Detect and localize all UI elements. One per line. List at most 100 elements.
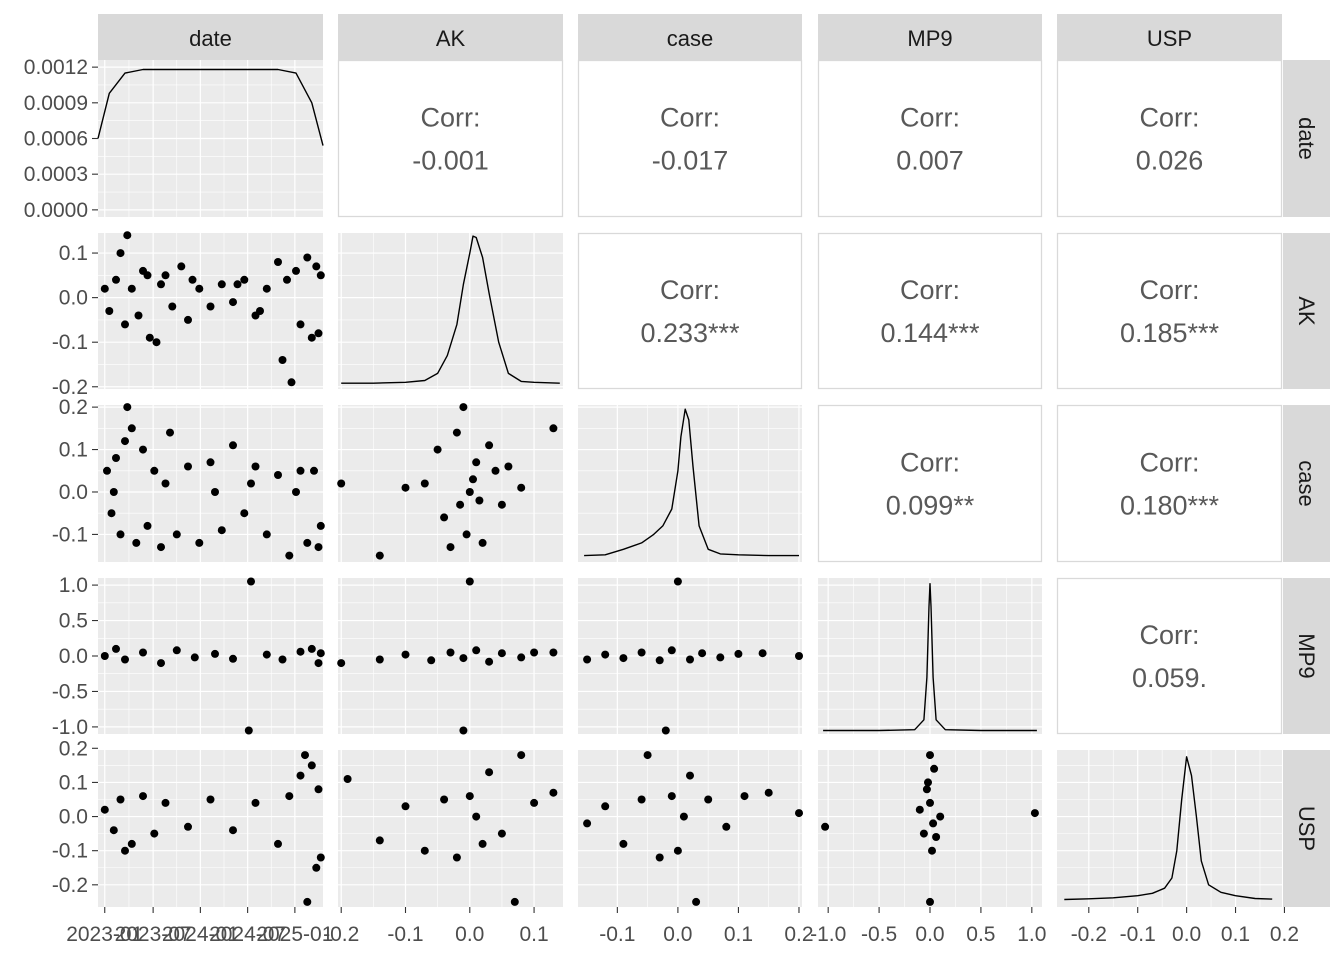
corr-panel [1056, 232, 1283, 390]
strip-top-label: AK [436, 26, 466, 51]
x-tick-label: 0.2 [784, 923, 813, 946]
scatter-point [497, 649, 506, 658]
scatter-point [440, 513, 449, 522]
scatter-point [795, 809, 803, 818]
scatter-point [150, 466, 159, 475]
scatter-point [229, 441, 237, 450]
scatter-point [619, 839, 628, 848]
x-tick-label: 2023-07 [115, 923, 192, 946]
y-tick-label: 0.0 [59, 645, 88, 668]
scatter-point [1030, 809, 1039, 818]
scatter-point [132, 538, 141, 547]
scatter-point [229, 298, 237, 307]
corr-label: Corr: [900, 275, 960, 305]
scatter-point [583, 655, 592, 664]
corr-panel [1056, 404, 1283, 563]
scatter-point [583, 819, 592, 828]
scatter-point [172, 530, 181, 539]
y-tick-label: -0.1 [52, 840, 88, 863]
scatter-point [150, 829, 159, 838]
corr-panel [577, 59, 803, 218]
x-tick-label: -0.1 [387, 923, 423, 946]
scatter-point [679, 812, 688, 821]
scatter-point [722, 822, 731, 831]
scatter-point [278, 356, 287, 364]
scatter-point [262, 284, 271, 293]
scatter-point [314, 659, 323, 668]
x-tick-label: 0.0 [455, 923, 484, 946]
scatter-point [485, 657, 494, 666]
x-tick-label: 0.1 [1221, 923, 1250, 946]
x-tick-label: 0.0 [915, 923, 944, 946]
panel-background [1057, 750, 1282, 907]
scatter-point [139, 792, 147, 801]
x-tick-label: 2025-01 [256, 923, 333, 946]
scatter-point [139, 445, 147, 454]
scatter-point [497, 500, 506, 509]
scatter-point [206, 795, 215, 804]
strip-right-bg [1283, 578, 1330, 734]
scatter-point [314, 543, 323, 552]
scatter-point [549, 788, 558, 797]
scatter-point [285, 792, 294, 801]
scatter-point [121, 437, 129, 446]
y-tick-label: 0.0009 [24, 92, 88, 115]
scatter-point [375, 551, 384, 560]
scatter-point [926, 751, 934, 760]
scatter-point [287, 378, 296, 387]
scatter-point [240, 275, 249, 284]
scatter-point [821, 822, 830, 831]
scatter-point [472, 812, 481, 821]
scatter-point [292, 488, 300, 496]
y-tick-label: 0.0 [59, 287, 88, 310]
density-curve-case [584, 408, 799, 557]
x-tick-label: 0.1 [724, 923, 753, 946]
corr-panel [1056, 577, 1283, 735]
y-tick-label: 0.0 [59, 806, 88, 829]
scatter-point [734, 649, 743, 658]
panel-background [338, 405, 563, 562]
scatter-point [161, 479, 170, 488]
scatter-point [116, 795, 125, 804]
x-tick-label: -0.1 [1120, 923, 1156, 946]
scatter-point [134, 311, 143, 320]
scatter-point [206, 302, 215, 311]
scatter-point [303, 538, 312, 547]
scatter-point [145, 333, 154, 342]
scatter-point [188, 275, 197, 284]
scatter-point [375, 836, 384, 845]
corr-label: Corr: [660, 103, 720, 133]
corr-label: Corr: [1140, 103, 1200, 133]
scatter-point [314, 329, 323, 338]
scatter-point [637, 795, 646, 804]
scatter-point [337, 479, 346, 488]
scatter-point [698, 649, 707, 658]
y-tick-label: 0.0003 [24, 163, 88, 186]
scatter-point [497, 829, 506, 838]
scatter-point [116, 249, 125, 258]
scatter-point [510, 897, 519, 906]
scatter-point [504, 462, 513, 471]
scatter-point [177, 262, 186, 271]
scatter-point [195, 538, 204, 547]
scatter-point [251, 462, 260, 471]
scatter-point [195, 284, 204, 293]
scatter-point [420, 846, 429, 855]
scatter-point [301, 751, 309, 760]
scatter-point [229, 826, 237, 835]
scatter-point [217, 280, 226, 289]
x-tick-label: 0.0 [1172, 923, 1201, 946]
scatter-point [123, 231, 132, 240]
scatter-point [233, 280, 242, 289]
scatter-point [459, 654, 468, 663]
scatter-point [686, 771, 694, 780]
scatter-point [530, 648, 539, 657]
scatter-point [157, 659, 165, 668]
scatter-point [229, 654, 237, 663]
y-tick-label: 0.0 [59, 481, 88, 504]
scatter-point [310, 466, 318, 475]
y-tick-label: 1.0 [59, 574, 88, 597]
corr-panel [817, 404, 1043, 563]
scatter-point [926, 798, 934, 807]
density-curve-date [97, 68, 324, 146]
